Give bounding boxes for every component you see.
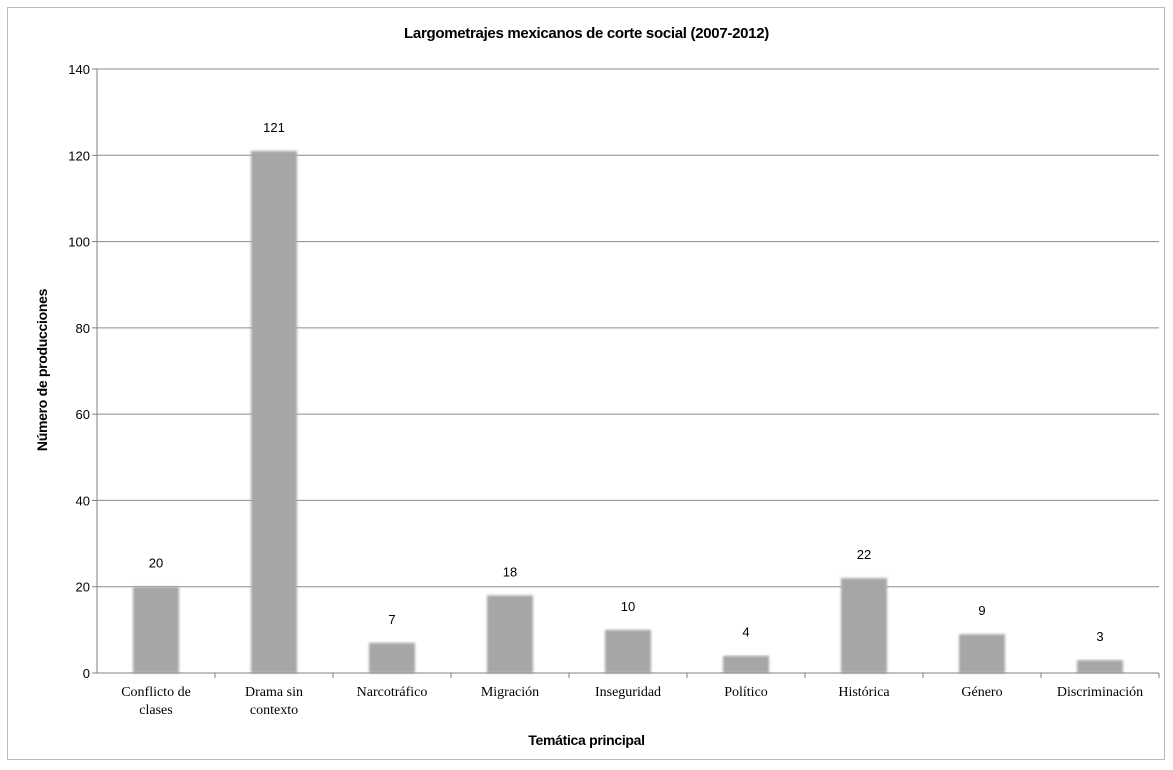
y-tick-label: 100 [68, 235, 90, 250]
x-tick-label: clases [139, 703, 172, 718]
data-label: 20 [149, 556, 163, 571]
bar [723, 655, 769, 673]
x-tick-label: Drama sin [245, 685, 303, 700]
x-tick-label: contexto [250, 703, 298, 718]
y-tick-label: 0 [83, 666, 90, 681]
x-axis-label: Temática principal [528, 732, 645, 748]
bar [133, 586, 179, 673]
data-label: 18 [503, 564, 517, 579]
x-tick-label: Histórica [838, 685, 890, 700]
data-label: 121 [263, 120, 285, 135]
y-tick-label: 40 [76, 493, 90, 508]
y-tick-label: 140 [68, 62, 90, 77]
x-tick-label: Narcotráfico [357, 685, 428, 700]
bar [605, 629, 651, 673]
data-label: 7 [388, 612, 395, 627]
bars [133, 150, 1123, 673]
bar [841, 578, 887, 673]
bar [487, 595, 533, 673]
x-tick-label: Político [724, 685, 768, 700]
x-tick-label: Migración [481, 685, 539, 700]
data-label: 22 [857, 547, 871, 562]
x-tick-label: Inseguridad [595, 685, 661, 700]
data-label: 10 [621, 599, 635, 614]
y-tick-label: 60 [76, 407, 90, 422]
y-tick-labels: 0 20 40 60 80 100 120 140 [68, 62, 90, 681]
bar [959, 634, 1005, 673]
data-labels: 20 121 7 18 10 4 22 9 3 [149, 120, 1104, 644]
x-tick-label: Género [961, 685, 1002, 700]
bar [251, 150, 297, 673]
chart-title: Largometrajes mexicanos de corte social … [404, 25, 769, 42]
y-tick-label: 120 [68, 148, 90, 163]
x-tick-labels: Conflicto de clases Drama sin contexto Narco… [121, 685, 1143, 718]
y-tick-label: 80 [76, 321, 90, 336]
bar [369, 642, 415, 673]
data-label: 3 [1096, 629, 1103, 644]
axes [92, 68, 1160, 678]
y-tick-label: 20 [76, 580, 90, 595]
data-label: 9 [978, 603, 985, 618]
x-tick-label: Conflicto de [121, 685, 191, 700]
data-label: 4 [742, 625, 749, 640]
bar [1077, 660, 1123, 673]
x-tick-label: Discriminación [1057, 685, 1143, 700]
